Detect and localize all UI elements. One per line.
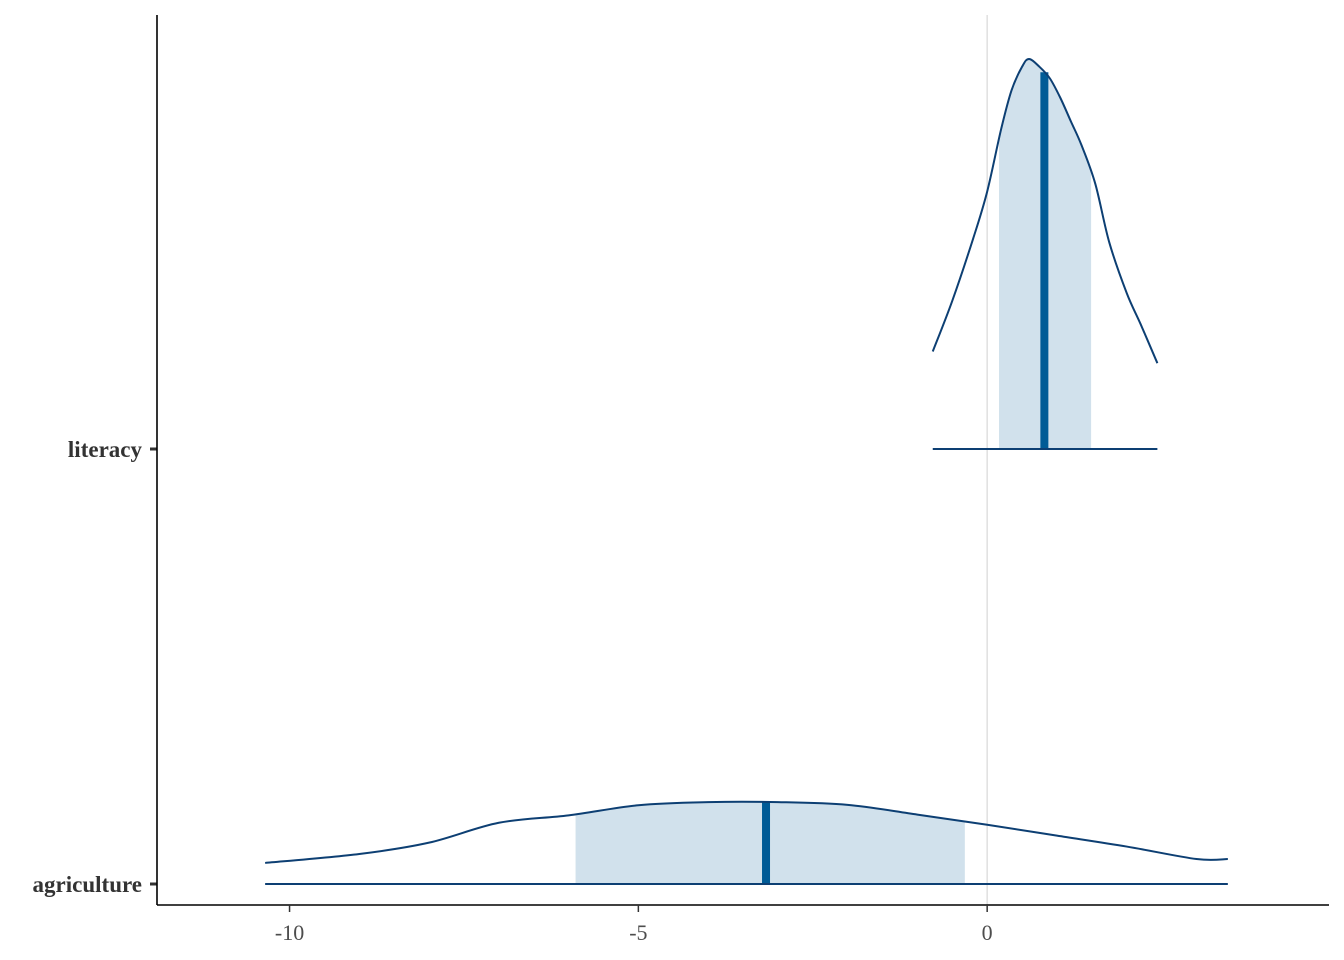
plot-area: literacy agriculture -10 -5 0 xyxy=(33,15,1329,945)
y-tick-label-agriculture: agriculture xyxy=(33,872,142,897)
agriculture-density-outline xyxy=(265,800,1228,864)
x-tick-label-0: -10 xyxy=(275,920,304,945)
agriculture-inner-interval-area xyxy=(575,802,965,884)
x-tick-label-1: -5 xyxy=(629,920,647,945)
y-tick-label-literacy: literacy xyxy=(68,437,143,462)
literacy-density-outline xyxy=(931,57,1159,364)
x-tick-label-2: 0 xyxy=(982,920,993,945)
